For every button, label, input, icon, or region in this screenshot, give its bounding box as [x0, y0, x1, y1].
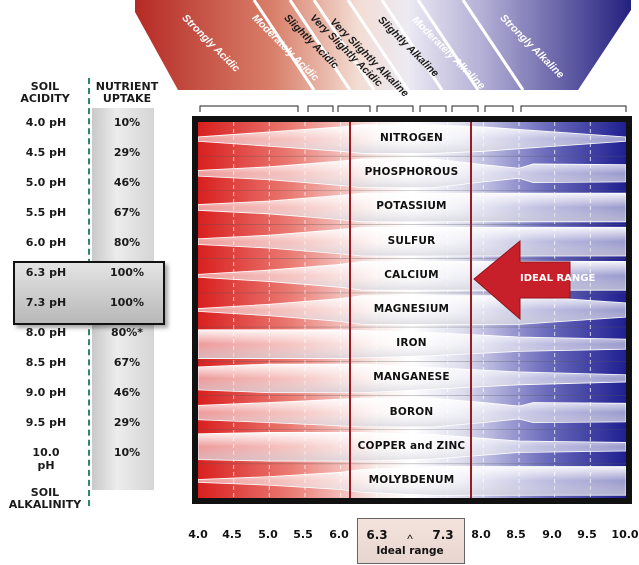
chart-frame: [192, 116, 632, 504]
ph-value: 8.5 pH: [25, 356, 67, 369]
uptake-value: 100%: [110, 266, 144, 279]
category-banner: [135, 0, 631, 112]
ideal-range-arrow: [473, 239, 571, 321]
ideal-range-caption-box: [357, 518, 465, 564]
x-tick-label: 8.5: [506, 528, 526, 541]
ph-value: 8.0 pH: [25, 326, 67, 339]
ideal-rows-highlight: [13, 261, 165, 325]
x-tick-label: 5.0: [258, 528, 278, 541]
band-bracket: [484, 105, 514, 112]
nutrient-label: BORON: [389, 405, 434, 418]
uptake-value: 100%: [110, 296, 144, 309]
ph-value: 10.0 pH: [32, 446, 60, 472]
ph-value: 5.0 pH: [25, 176, 67, 189]
uptake-value: 29%: [113, 146, 141, 159]
nutrient-uptake-header: NUTRIENT UPTAKE: [95, 80, 159, 105]
nutrient-label: MANGANESE: [373, 371, 450, 384]
x-tick-label: 4.5: [222, 528, 242, 541]
band-bracket: [451, 105, 479, 112]
ph-value: 6.0 pH: [25, 236, 67, 249]
nutrient-label: MAGNESIUM: [373, 303, 450, 315]
nutrient-label: SULFUR: [387, 234, 436, 247]
x-tick-label: 9.5: [577, 528, 597, 541]
x-tick-label: 10.0: [611, 528, 639, 541]
band-bracket: [199, 105, 299, 112]
uptake-value: 29%: [113, 416, 141, 429]
ideal-range-caret: ^: [407, 532, 413, 546]
x-tick-label: 6.3: [366, 528, 388, 542]
x-tick-label: 9.0: [542, 528, 562, 541]
soil-alkalinity-footer: SOIL ALKALINITY: [8, 486, 82, 511]
band-bracket: [376, 105, 414, 112]
uptake-value: 67%: [113, 206, 141, 219]
ideal-range-caption: Ideal range: [376, 545, 444, 557]
x-tick-label: 6.0: [329, 528, 349, 541]
nutrient-label: COPPER and ZINC: [357, 439, 466, 452]
ph-value: 9.0 pH: [25, 386, 67, 399]
x-tick-label: 8.0: [471, 528, 491, 541]
nutrient-label: PHOSPHOROUS: [364, 166, 459, 179]
ph-value: 9.5 pH: [25, 416, 67, 429]
nutrient-label: IRON: [396, 337, 427, 350]
uptake-value: 80%: [113, 236, 141, 249]
x-tick-label: 5.5: [293, 528, 313, 541]
ph-value: 5.5 pH: [25, 206, 67, 219]
uptake-value: 67%: [113, 356, 141, 369]
band-bracket: [520, 105, 627, 112]
nutrient-label: MOLYBDENUM: [368, 473, 455, 486]
ph-value: 4.5 pH: [25, 146, 67, 159]
soil-acidity-header: SOIL ACIDITY: [20, 80, 70, 105]
band-bracket: [337, 105, 371, 112]
uptake-value: 10%: [113, 446, 141, 459]
nutrient-label: CALCIUM: [384, 268, 439, 281]
x-tick-label: 7.3: [432, 528, 454, 542]
nutrient-label: NITROGEN: [379, 132, 444, 145]
band-bracket: [307, 105, 334, 112]
band-bracket: [419, 105, 447, 112]
uptake-value: 10%: [113, 116, 141, 129]
nutrient-label: POTASSIUM: [376, 200, 447, 213]
uptake-value: 80%*: [110, 326, 144, 339]
ph-value: 4.0 pH: [25, 116, 67, 129]
uptake-value: 46%: [113, 386, 141, 399]
uptake-value: 46%: [113, 176, 141, 189]
ph-value: 6.3 pH: [25, 266, 67, 279]
ideal-range-arrow-label: IDEAL RANGE: [520, 273, 596, 284]
ph-value: 7.3 pH: [25, 296, 67, 309]
x-tick-label: 4.0: [188, 528, 208, 541]
